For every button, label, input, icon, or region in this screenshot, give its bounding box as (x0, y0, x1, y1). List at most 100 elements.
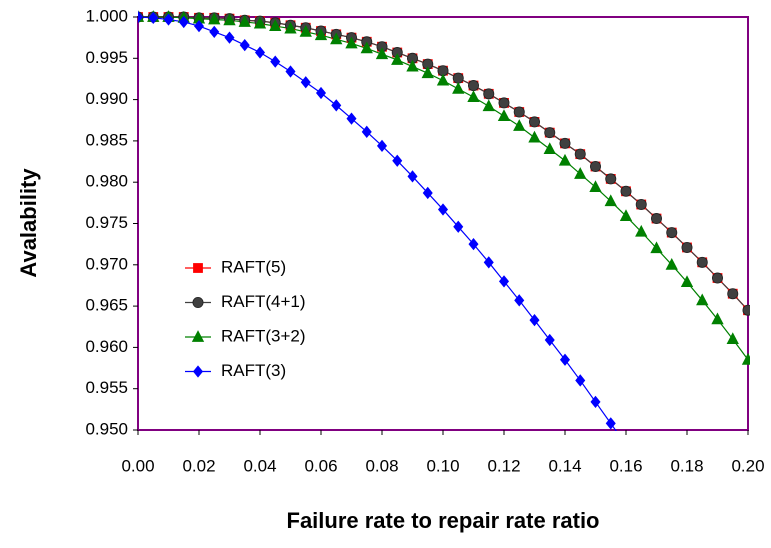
marker (314, 28, 328, 41)
legend-label: RAFT(3) (221, 361, 286, 380)
marker (360, 41, 373, 54)
marker (544, 127, 556, 139)
marker (696, 256, 708, 268)
marker (284, 21, 297, 34)
marker (270, 55, 281, 68)
x-tick-label: 0.06 (304, 456, 337, 475)
marker (590, 161, 602, 173)
marker (467, 80, 479, 92)
marker (361, 125, 372, 138)
marker (223, 13, 236, 26)
marker (315, 86, 327, 100)
x-tick-label: 0.02 (182, 456, 215, 475)
marker (680, 275, 694, 288)
marker (543, 142, 556, 155)
y-tick-label: 0.950 (85, 419, 128, 438)
marker (421, 66, 434, 79)
marker (331, 99, 342, 112)
y-tick-label: 0.955 (85, 378, 128, 397)
marker (590, 395, 601, 409)
marker (330, 32, 343, 45)
marker (726, 332, 739, 345)
x-tick-label: 0.04 (243, 456, 276, 475)
y-tick-label: 0.970 (85, 254, 128, 273)
y-tick-label: 0.980 (85, 172, 128, 191)
marker (138, 10, 144, 24)
marker (651, 213, 663, 225)
marker (178, 15, 189, 29)
marker (712, 272, 724, 284)
marker (192, 365, 204, 378)
marker (239, 38, 250, 52)
marker (589, 180, 602, 193)
marker (192, 296, 204, 308)
marker (514, 294, 525, 307)
marker (635, 224, 648, 237)
marker (681, 241, 693, 253)
marker (391, 53, 404, 65)
marker (468, 238, 479, 251)
marker (741, 352, 750, 365)
marker (299, 25, 312, 37)
x-tick-label: 0.08 (365, 456, 398, 475)
marker (483, 256, 494, 269)
marker (574, 167, 587, 179)
x-tick-label: 0.14 (548, 456, 581, 475)
marker (483, 88, 495, 100)
marker (622, 439, 631, 450)
marker (300, 76, 311, 89)
marker (558, 153, 572, 166)
marker (193, 19, 205, 33)
marker (498, 97, 510, 109)
marker (407, 170, 418, 183)
marker (605, 417, 616, 430)
x-tick-label: 0.10 (426, 456, 459, 475)
marker (513, 106, 525, 118)
x-tick-label: 0.12 (487, 456, 520, 475)
marker (254, 46, 266, 59)
marker (559, 137, 571, 149)
marker (467, 90, 480, 103)
y-tick-label: 0.995 (85, 48, 128, 67)
y-tick-label: 0.985 (85, 130, 128, 149)
marker (285, 65, 296, 78)
marker (604, 194, 617, 207)
marker (253, 16, 267, 29)
x-tick-label: 0.20 (731, 456, 764, 475)
marker (575, 374, 586, 387)
marker (619, 209, 633, 221)
marker (193, 263, 203, 273)
marker (482, 99, 495, 112)
marker (696, 293, 709, 306)
marker (665, 257, 678, 270)
marker (559, 353, 571, 366)
marker (209, 25, 220, 38)
marker (452, 72, 464, 84)
marker (376, 139, 388, 152)
marker (498, 275, 510, 288)
marker (375, 47, 389, 60)
marker (392, 154, 403, 167)
y-tick-label: 0.990 (85, 89, 128, 108)
y-tick-label: 0.960 (85, 337, 128, 356)
x-tick-label: 0.18 (670, 456, 703, 475)
marker (742, 304, 750, 316)
marker (422, 186, 433, 200)
marker (574, 148, 586, 160)
marker (727, 288, 739, 300)
marker (345, 36, 358, 49)
marker (208, 12, 221, 25)
marker (452, 81, 465, 94)
marker (650, 241, 663, 254)
marker (191, 330, 205, 342)
x-tick-label: 0.16 (609, 456, 642, 475)
marker (238, 15, 251, 27)
legend-label: RAFT(5) (221, 257, 286, 276)
marker (528, 130, 541, 143)
marker (437, 203, 449, 216)
marker (544, 333, 555, 347)
marker (163, 13, 174, 26)
legend-label: RAFT(4+1) (221, 292, 306, 311)
y-tick-label: 0.975 (85, 213, 128, 232)
marker (224, 31, 235, 44)
